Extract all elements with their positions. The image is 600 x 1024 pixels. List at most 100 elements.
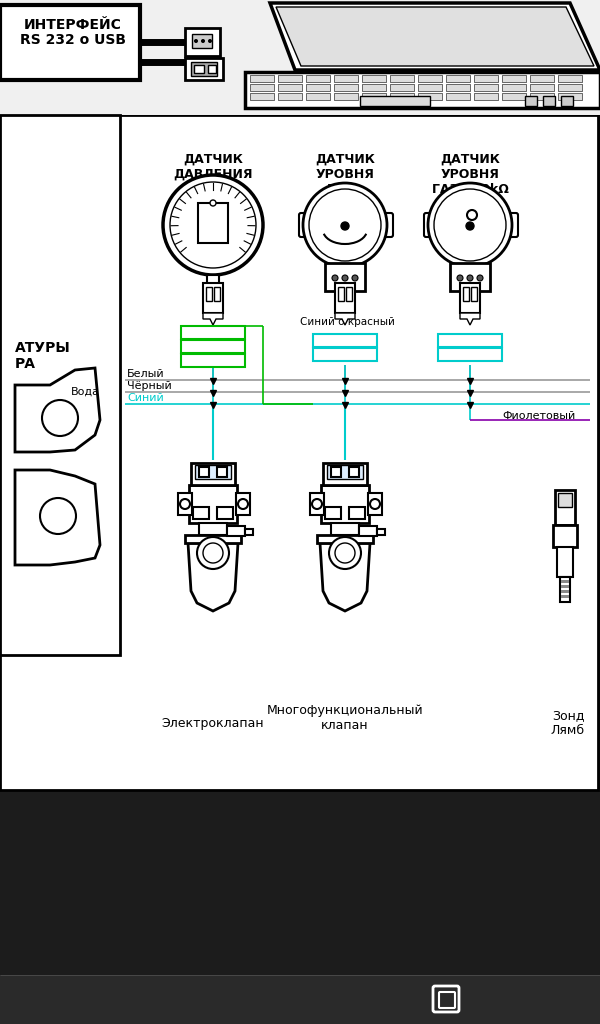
Bar: [450, 263, 490, 291]
Bar: [390, 84, 414, 91]
Text: Синий: Синий: [127, 393, 164, 403]
Polygon shape: [276, 7, 594, 66]
Bar: [530, 84, 554, 91]
Bar: [191, 62, 217, 76]
Bar: [185, 28, 220, 56]
Bar: [192, 34, 212, 48]
Bar: [502, 84, 526, 91]
Bar: [338, 287, 344, 301]
Text: ДАТЧИК
УРОВНЯ
ГАЗА 50kΩ: ДАТЧИК УРОВНЯ ГАЗА 50kΩ: [431, 153, 508, 196]
Bar: [555, 490, 575, 525]
Circle shape: [208, 39, 212, 43]
Bar: [178, 493, 192, 515]
Bar: [193, 507, 209, 519]
Bar: [390, 93, 414, 100]
Bar: [207, 275, 219, 297]
Bar: [198, 203, 228, 243]
Polygon shape: [203, 313, 223, 325]
Bar: [525, 96, 537, 106]
Text: Белый: Белый: [326, 349, 364, 359]
Bar: [208, 65, 216, 73]
Circle shape: [170, 182, 256, 268]
Bar: [561, 96, 573, 106]
Polygon shape: [245, 72, 600, 108]
Bar: [331, 523, 359, 535]
Bar: [543, 96, 555, 106]
Bar: [362, 75, 386, 82]
Bar: [331, 467, 341, 477]
Circle shape: [134, 983, 166, 1015]
Bar: [245, 529, 253, 535]
Text: Многофункциональный
клапан: Многофункциональный клапан: [266, 705, 424, 732]
Bar: [217, 507, 233, 519]
Bar: [199, 467, 209, 477]
Text: Синий о красный: Синий о красный: [299, 317, 394, 327]
Polygon shape: [335, 313, 355, 325]
Bar: [325, 507, 341, 519]
Text: Зонд
Лямб: Зонд Лямб: [551, 709, 585, 737]
Bar: [530, 75, 554, 82]
Bar: [558, 93, 582, 100]
Circle shape: [203, 543, 223, 563]
Bar: [0, 115, 598, 790]
Text: Вода: Вода: [71, 505, 100, 515]
Circle shape: [466, 222, 474, 230]
Bar: [418, 93, 442, 100]
Bar: [561, 585, 569, 588]
Bar: [438, 348, 502, 361]
Bar: [227, 526, 245, 536]
Bar: [181, 326, 245, 339]
Circle shape: [163, 175, 263, 275]
Bar: [334, 75, 358, 82]
Bar: [359, 526, 377, 536]
Circle shape: [341, 222, 349, 230]
Bar: [335, 283, 355, 313]
Text: Белый: Белый: [451, 349, 489, 359]
Bar: [236, 493, 250, 515]
Text: ДАТЧИК
УРОВНЯ
ГАЗА: ДАТЧИК УРОВНЯ ГАЗА: [315, 153, 375, 196]
Circle shape: [40, 498, 76, 534]
Bar: [362, 93, 386, 100]
Circle shape: [42, 400, 78, 436]
Bar: [438, 334, 502, 347]
Text: Фиолетовый: Фиолетовый: [502, 411, 575, 421]
Text: Чёрный: Чёрный: [448, 336, 493, 345]
Bar: [206, 287, 212, 301]
Bar: [362, 84, 386, 91]
Bar: [306, 93, 330, 100]
Text: ИНТЕРФЕЙС: ИНТЕРФЕЙС: [24, 18, 122, 32]
Text: Вода: Вода: [71, 387, 100, 397]
Bar: [214, 287, 220, 301]
Text: Белый: Белый: [127, 369, 164, 379]
Bar: [418, 84, 442, 91]
Bar: [189, 485, 237, 523]
Circle shape: [303, 183, 387, 267]
Circle shape: [329, 537, 361, 569]
Bar: [334, 84, 358, 91]
Text: ДАТЧИК
ДАВЛЕНИЯ
CNG: ДАТЧИК ДАВЛЕНИЯ CNG: [173, 153, 253, 196]
Circle shape: [180, 499, 190, 509]
Bar: [460, 283, 480, 313]
Bar: [474, 75, 498, 82]
Bar: [360, 96, 430, 106]
Bar: [474, 84, 498, 91]
Text: Чёрный: Чёрный: [191, 341, 235, 351]
Bar: [181, 354, 245, 367]
Bar: [195, 465, 231, 479]
Bar: [558, 493, 572, 507]
Bar: [558, 84, 582, 91]
Text: Чёрный: Чёрный: [127, 381, 172, 391]
Bar: [560, 577, 570, 602]
Bar: [194, 65, 204, 73]
Bar: [327, 465, 363, 479]
Bar: [418, 75, 442, 82]
FancyBboxPatch shape: [375, 213, 393, 237]
Bar: [561, 595, 569, 598]
Bar: [502, 75, 526, 82]
Polygon shape: [320, 543, 370, 611]
Bar: [313, 334, 377, 347]
Circle shape: [309, 189, 381, 261]
Bar: [346, 287, 352, 301]
Circle shape: [332, 275, 338, 281]
Bar: [0, 0, 600, 115]
